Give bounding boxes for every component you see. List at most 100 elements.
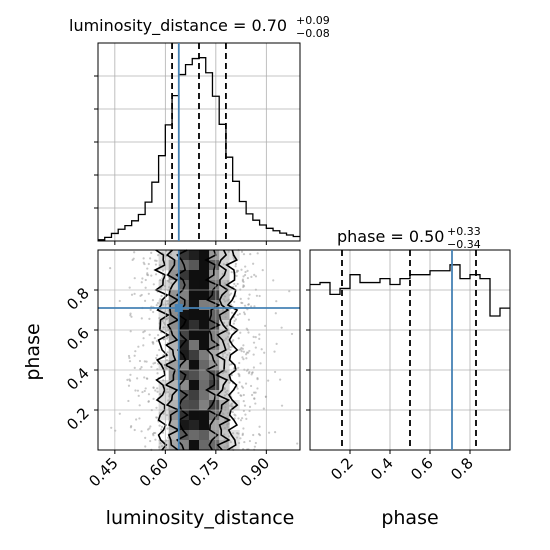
scatter-point: [109, 267, 112, 270]
scatter-point: [149, 425, 152, 428]
scatter-point: [223, 394, 227, 397]
scatter-point: [136, 377, 139, 380]
scatter-point: [260, 348, 263, 351]
scatter-point: [138, 359, 142, 363]
scatter-point: [147, 292, 150, 295]
density-cell: [209, 420, 220, 431]
scatter-point: [146, 272, 149, 275]
scatter-point: [241, 356, 244, 359]
scatter-point: [244, 382, 248, 385]
scatter-point: [157, 254, 160, 257]
scatter-point: [150, 251, 153, 254]
scatter-point: [223, 295, 227, 298]
density-cell: [199, 440, 210, 451]
density-cell: [178, 370, 190, 381]
contour-line-5: [225, 249, 240, 451]
ld-hist-frame: [97, 42, 301, 242]
scatter-point: [167, 286, 171, 289]
scatter-point: [169, 253, 172, 256]
scatter-point: [252, 262, 255, 265]
scatter-point: [165, 414, 169, 417]
scatter-point: [168, 393, 171, 396]
scatter-point: [144, 286, 147, 289]
scatter-point: [240, 268, 243, 271]
density-cell: [188, 290, 200, 301]
density-frame: [97, 249, 301, 451]
scatter-point: [155, 339, 159, 343]
density-cell: [219, 310, 230, 321]
scatter-point: [242, 344, 245, 347]
contour-line-4: [214, 249, 232, 451]
scatter-point: [137, 345, 140, 348]
scatter-point: [156, 387, 159, 390]
scatter-point: [225, 356, 228, 359]
scatter-point: [254, 346, 257, 349]
scatter-point: [267, 379, 270, 382]
scatter-point: [225, 337, 228, 340]
scatter-point: [258, 425, 261, 428]
scatter-point: [246, 276, 250, 280]
scatter-point: [147, 400, 150, 403]
scatter-point: [143, 262, 146, 266]
scatter-point: [154, 431, 157, 435]
scatter-point: [127, 399, 130, 403]
scatter-point: [166, 300, 169, 303]
scatter-point: [229, 348, 232, 351]
density-xtick-label-3: 0.90: [237, 454, 273, 490]
scatter-point: [118, 412, 121, 415]
scatter-point: [169, 411, 172, 414]
density-cell: [158, 390, 169, 401]
ph-hist-frame: [309, 249, 511, 451]
density-cell: [199, 260, 210, 271]
scatter-point: [158, 264, 162, 267]
contour-line-0: [153, 249, 170, 451]
scatter-point: [237, 372, 240, 375]
scatter-point: [224, 312, 227, 315]
scatter-point: [234, 284, 237, 287]
density-cell: [199, 250, 210, 261]
scatter-point: [140, 430, 143, 433]
density-cell: [219, 320, 230, 331]
scatter-point: [156, 302, 159, 305]
scatter-point: [238, 312, 241, 316]
density-cell: [158, 360, 169, 371]
scatter-point: [156, 372, 159, 375]
scatter-point: [242, 358, 245, 361]
density-cell: [219, 400, 230, 411]
scatter-point: [234, 265, 237, 268]
scatter-point: [241, 386, 245, 389]
scatter-point: [226, 425, 229, 429]
density-cell: [168, 330, 180, 341]
scatter-point: [158, 393, 162, 396]
scatter-point: [223, 351, 226, 354]
scatter-point: [233, 413, 236, 416]
scatter-point: [253, 305, 256, 308]
density-cell: [178, 410, 190, 421]
density-cell: [199, 340, 210, 351]
scatter-point: [167, 309, 170, 312]
scatter-point: [118, 299, 121, 303]
scatter-point: [262, 407, 265, 410]
y-axis-label-phase: phase: [22, 323, 44, 380]
scatter-point: [243, 404, 247, 407]
scatter-point: [233, 300, 236, 303]
scatter-point: [226, 299, 229, 302]
scatter-point: [169, 265, 172, 268]
scatter-point: [162, 321, 166, 324]
scatter-point: [249, 384, 253, 388]
ph-hist-xtick-label-1: 0.4: [367, 454, 397, 484]
scatter-point: [133, 354, 136, 357]
scatter-point: [147, 262, 150, 266]
scatter-point: [127, 384, 131, 387]
scatter-point: [226, 423, 229, 426]
scatter-point: [233, 257, 236, 261]
scatter-point: [239, 297, 242, 300]
density-cell: [188, 320, 200, 331]
density-cell: [188, 260, 200, 271]
scatter-point: [170, 261, 173, 264]
scatter-point: [227, 344, 231, 347]
scatter-point: [165, 337, 169, 340]
density-cell: [188, 300, 200, 311]
density-cell: [199, 320, 210, 331]
scatter-point: [247, 303, 250, 306]
